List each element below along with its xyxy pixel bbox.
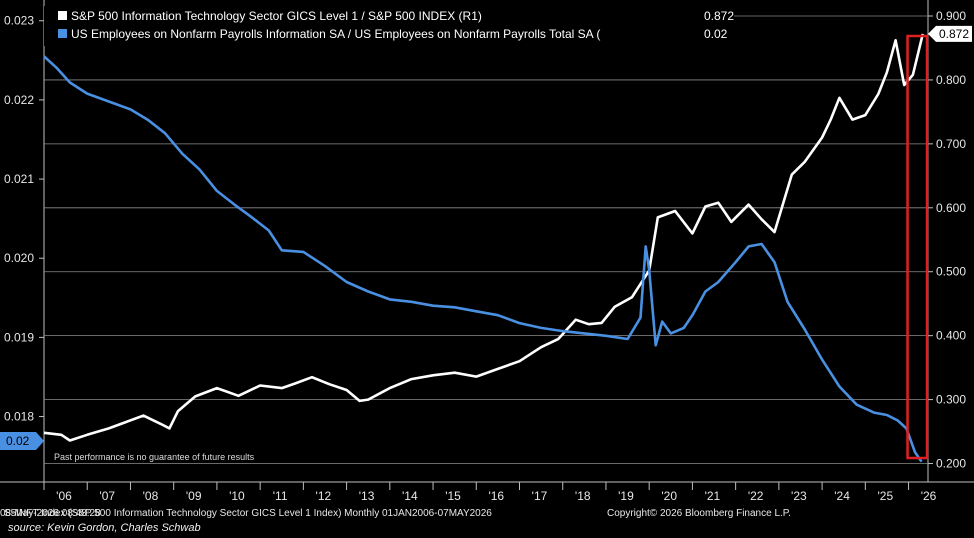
right-axis: 0.900 0.800 0.700 0.600 0.500 0.400 0.300 0.200 (928, 9, 966, 471)
left-tick-label: 0.018 (4, 410, 34, 424)
x-tick-label: '22 (748, 489, 764, 503)
highlight-box (906, 34, 929, 460)
last-value-badge-it-index: 0.872 (928, 25, 972, 42)
x-tick-label: '07 (99, 489, 115, 503)
x-tick-label: '20 (661, 489, 677, 503)
x-tick-label: '14 (402, 489, 418, 503)
left-axis: 0.023 0.022 0.021 0.020 0.019 0.018 (4, 14, 44, 424)
x-tick-label: '12 (316, 489, 332, 503)
x-tick-label: '26 (921, 489, 937, 503)
right-tick-label: 0.300 (936, 393, 966, 407)
footer-source: source: Kevin Gordon, Charles Schwab (8, 522, 201, 534)
x-tick-label: '19 (618, 489, 634, 503)
x-tick-label: '23 (791, 489, 807, 503)
x-tick-label: '21 (705, 489, 721, 503)
plot-lines (43, 33, 925, 463)
last-value-badge-employment: 0.02 (0, 432, 44, 450)
right-tick-label: 0.200 (936, 457, 966, 471)
legend-background (44, 6, 734, 46)
x-tick-label: '06 (56, 489, 72, 503)
chart-note: Past performance is no guarantee of futu… (54, 452, 255, 462)
right-tick-label: 0.900 (936, 9, 966, 23)
right-tick-label: 0.400 (936, 329, 966, 343)
left-tick-label: 0.023 (4, 14, 34, 28)
right-tick-label: 0.500 (936, 265, 966, 279)
x-axis: '06 '07 '08 '09 '10 '11 '12 '13 '14 '15 '16 '17 '18 '… (43, 482, 937, 503)
series-line-employment (43, 55, 923, 463)
x-tick-label: '24 (834, 489, 850, 503)
x-tick-label: '08 (143, 489, 159, 503)
right-tick-label: 0.600 (936, 201, 966, 215)
right-tick-label: 0.800 (936, 73, 966, 87)
x-tick-label: '15 (445, 489, 461, 503)
badge-it-index-text: 0.872 (939, 27, 969, 41)
legend-label-it-index: S&P 500 Information Technology Sector GI… (71, 9, 482, 23)
x-tick-label: '11 (273, 489, 288, 503)
x-tick-label: '10 (229, 489, 245, 503)
x-tick-label: '13 (359, 489, 375, 503)
left-tick-label: 0.021 (4, 172, 34, 186)
legend-swatch-employment (58, 29, 67, 38)
legend-label-employment: US Employees on Nonfarm Payrolls Informa… (71, 27, 600, 41)
footer-ticker: S5INFT Index (S&P 500 Information Techno… (4, 508, 492, 519)
footer-timestamp: 08-May-2026 08:48:28 (0, 508, 101, 519)
footer-copyright: Copyright© 2026 Bloomberg Finance L.P. (607, 508, 791, 519)
left-tick-label: 0.022 (4, 93, 34, 107)
left-tick-label: 0.020 (4, 251, 34, 265)
x-tick-label: '09 (186, 489, 202, 503)
left-tick-label: 0.019 (4, 330, 34, 344)
right-tick-label: 0.700 (936, 137, 966, 151)
x-tick-label: '25 (878, 489, 894, 503)
x-tick-label: '18 (575, 489, 591, 503)
legend: S&P 500 Information Technology Sector GI… (44, 6, 734, 46)
badge-employment-text: 0.02 (6, 434, 30, 448)
legend-value-employment: 0.02 (704, 27, 728, 41)
x-tick-label: '17 (532, 489, 548, 503)
series-line-it-index (43, 33, 925, 442)
legend-value-it-index: 0.872 (704, 9, 734, 23)
legend-swatch-it-index (58, 11, 67, 20)
x-tick-label: '16 (488, 489, 504, 503)
